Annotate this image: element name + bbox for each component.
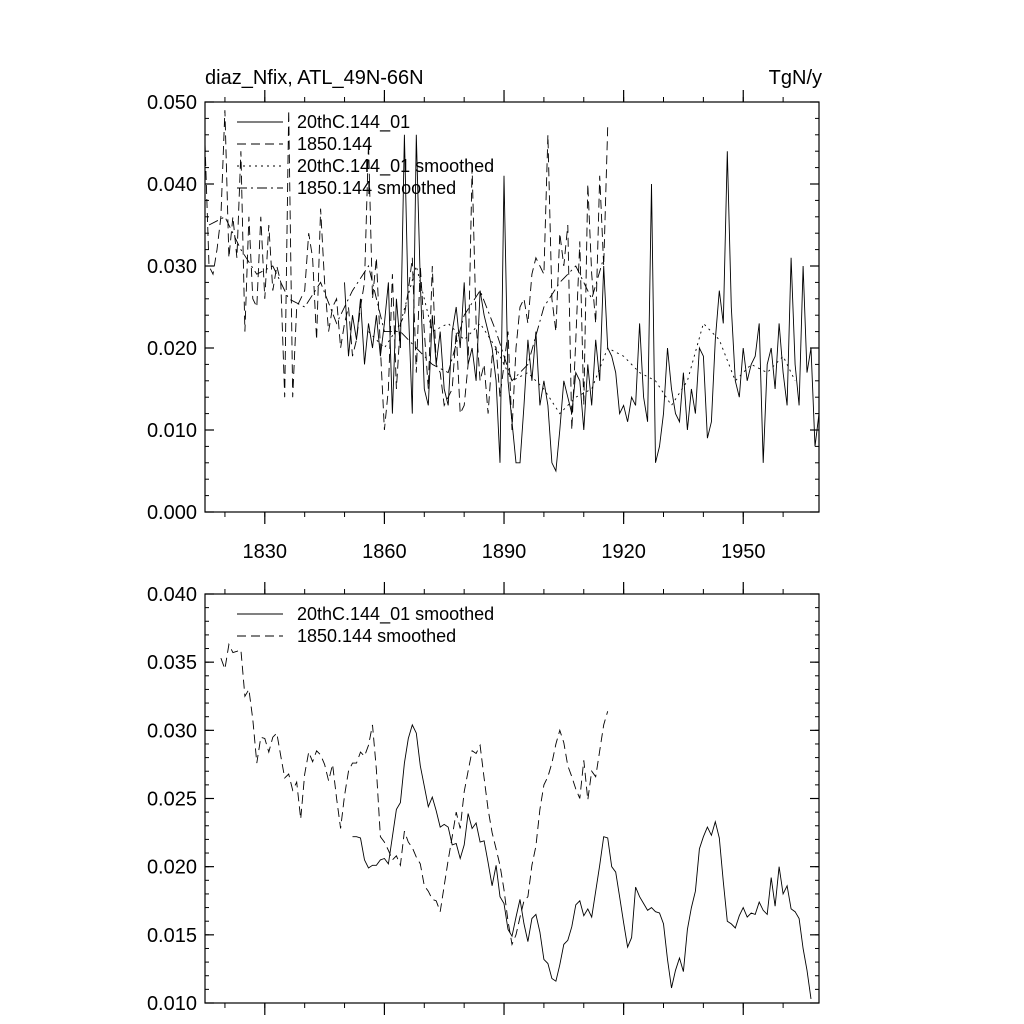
plot-frame	[204, 101, 820, 513]
y-tick-label: 0.040	[147, 584, 197, 606]
legend-label: 20thC.144_01 smoothed	[297, 156, 494, 177]
legend-label: 1850.144 smoothed	[297, 178, 456, 198]
series-line	[220, 642, 609, 947]
y-tick-label: 0.020	[147, 857, 197, 879]
bottom-panel: 0.010 0.015 0.020 0.025 0.030 0.035 0.040 20th…	[147, 582, 820, 1015]
top-lines	[205, 110, 819, 473]
series-line	[205, 110, 609, 431]
y-tick-label: 0.015	[147, 925, 197, 947]
y-tick-label: 0.040	[147, 174, 197, 196]
y-tick-label: 0.030	[147, 720, 197, 742]
legend-label: 1850.144 smoothed	[297, 626, 456, 646]
x-tick-label: 1950	[721, 541, 766, 563]
x-tick-label: 1860	[362, 541, 407, 563]
bottom-axes: 0.010 0.015 0.020 0.025 0.030 0.035 0.040	[147, 582, 820, 1015]
y-tick-label: 0.000	[147, 502, 197, 524]
x-tick-label: 1830	[243, 541, 288, 563]
y-tick-label: 0.010	[147, 993, 197, 1015]
legend-label: 20thC.144_01 smoothed	[297, 604, 494, 625]
y-tick-label: 0.010	[147, 420, 197, 442]
series-line	[208, 216, 605, 382]
y-tick-label: 0.050	[147, 92, 197, 114]
x-tick-label: 1920	[601, 541, 646, 563]
plot-frame	[204, 593, 820, 1004]
chart-title: diaz_Nfix, ATL_49N-66N	[205, 67, 424, 89]
units-label: TgN/y	[769, 67, 822, 89]
y-tick-label: 0.030	[147, 256, 197, 278]
y-tick-label: 0.035	[147, 652, 197, 674]
series-line	[368, 264, 796, 415]
series-line	[344, 134, 819, 473]
legend-label: 1850.144	[297, 134, 372, 154]
legend-label: 20thC.144_01	[297, 112, 410, 133]
y-tick-label: 0.025	[147, 789, 197, 811]
series-line	[352, 723, 812, 999]
y-tick-label: 0.020	[147, 338, 197, 360]
top-panel: diaz_Nfix, ATL_49N-66N TgN/y 0.0000.0100…	[147, 67, 822, 563]
top-axes: 0.000 0.010 0.020 0.030 0.040 0.050 1830 1860 18…	[147, 90, 820, 563]
x-tick-label: 1890	[482, 541, 527, 563]
bottom-lines	[220, 642, 812, 999]
